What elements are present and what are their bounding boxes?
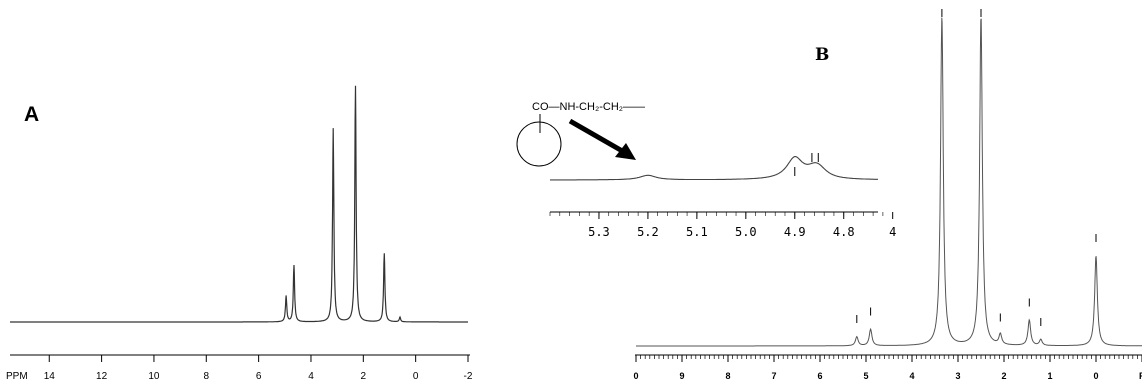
inset-trace [550,156,878,181]
spectrum-a: A 14 12 10 8 6 4 2 0 -2 PPM [6,85,473,381]
x-tick-label-b: 6 [817,371,822,381]
x-tick-label-b: 3 [955,371,960,381]
panel-label-b: B [815,45,829,65]
spectrum-b: B 0 9 8 7 6 5 4 3 2 1 0 P 5.3 5.2 5.1 5.0 4.9 4.8 4 CO—NH… [516,9,1142,381]
x-tick-label-a: 6 [256,371,262,381]
x-tick-label-a: 10 [148,371,160,381]
inset-x-tick-label: 4 [889,225,896,239]
x-tick-label-b: 5 [863,371,868,381]
x-tick-label-a: 14 [44,371,56,381]
x-tick-label-b: 9 [679,371,684,381]
x-tick-label-a: 2 [361,371,367,381]
x-ticks-b [635,355,1142,362]
x-tick-label-b: P [1139,371,1142,381]
x-tick-label-a: 0 [413,371,419,381]
integration-marks-b [856,9,1097,326]
x-tick-label-b: 0 [633,371,638,381]
x-axis-title-a: PPM [6,371,28,381]
arrow-shaft [568,118,626,155]
x-tick-label-b: 4 [909,371,914,381]
x-tick-label-a: 8 [204,371,210,381]
inset-x-tick-label: 5.0 [735,225,757,239]
x-tick-label-b: 2 [1001,371,1006,381]
x-tick-label-b: 1 [1047,371,1052,381]
x-tick-labels-a: 14 12 10 8 6 4 2 0 -2 [44,371,473,381]
structure-annotation: CO—NH-CH₂-CH₂—— [516,101,645,167]
spectrum-trace-b [636,17,1142,347]
inset-spectrum: 5.3 5.2 5.1 5.0 4.9 4.8 4 [549,153,896,239]
x-tick-labels-b: 0 9 8 7 6 5 4 3 2 1 0 P [633,371,1142,381]
panel-label-a: A [24,103,39,126]
x-tick-label-b: 7 [771,371,776,381]
x-tick-label-b: 0 [1093,371,1098,381]
x-tick-label-a: 4 [308,371,314,381]
x-tick-label-a: -2 [464,371,473,381]
inset-x-tick-label: 5.2 [637,225,659,239]
x-ticks-a [48,355,469,362]
highlight-circle [516,121,562,167]
inset-x-tick-label: 4.8 [833,225,855,239]
inset-x-tick-label: 5.1 [686,225,708,239]
x-tick-label-a: 12 [96,371,108,381]
spectrum-trace-a [10,85,468,323]
inset-x-tick-label: 5.3 [588,225,610,239]
arrow-head [615,143,636,160]
inset-integration-marks [794,153,819,176]
structure-label: CO—NH-CH₂-CH₂—— [532,101,645,113]
inset-x-tick-labels: 5.3 5.2 5.1 5.0 4.9 4.8 4 [588,225,896,239]
inset-x-ticks [549,212,894,219]
x-tick-label-b: 8 [725,371,730,381]
inset-x-tick-label: 4.9 [784,225,806,239]
